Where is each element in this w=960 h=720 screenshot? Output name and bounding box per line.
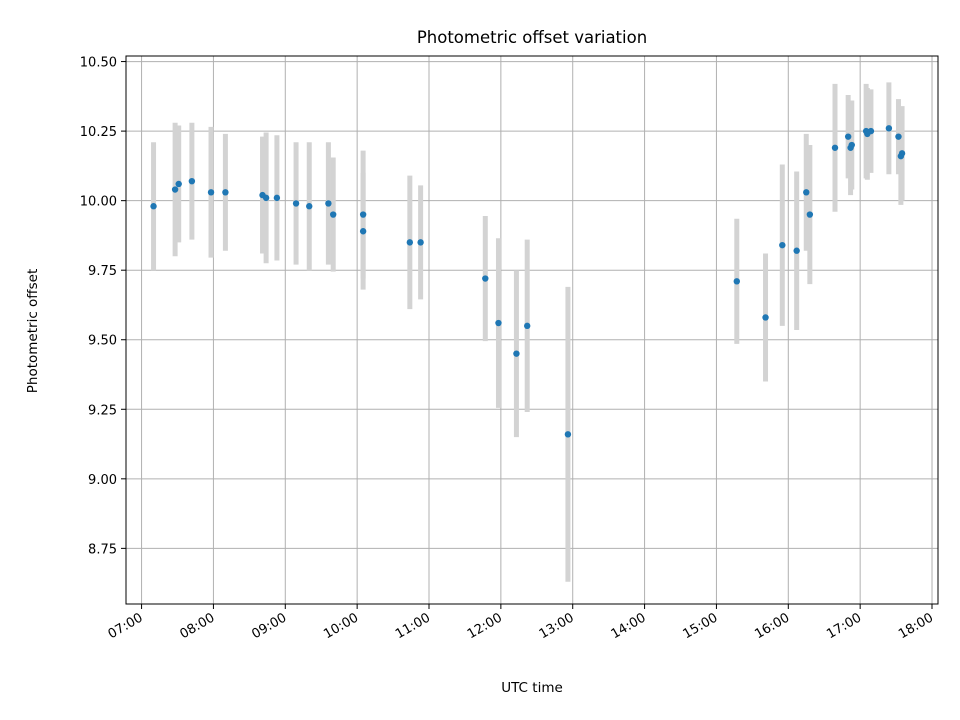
data-point [359, 211, 367, 218]
data-point [885, 125, 893, 132]
data-point [524, 322, 531, 330]
data-point [803, 189, 810, 196]
data-point [325, 200, 332, 207]
data-point [762, 314, 769, 321]
y-tick-label: 9.25 [88, 403, 117, 418]
data-point [406, 239, 414, 246]
data-point [733, 278, 740, 285]
data-point [848, 141, 855, 149]
data-point [495, 319, 502, 327]
data-point [564, 431, 572, 438]
data-point [898, 150, 906, 157]
data-point [417, 239, 424, 246]
data-point [262, 194, 270, 202]
data-point [806, 211, 814, 218]
data-point [222, 189, 229, 196]
y-tick-label: 9.75 [88, 264, 117, 279]
data-point [329, 211, 337, 218]
plot-frame [125, 55, 939, 605]
data-point [793, 247, 800, 254]
data-point [482, 275, 489, 282]
y-tick-label: 10.25 [80, 125, 117, 140]
data-point [895, 133, 902, 140]
data-point [273, 194, 281, 202]
chart-title: Photometric offset variation [417, 28, 647, 47]
data-point [306, 203, 313, 210]
y-axis-ticks: 8.75 9.00 9.25 9.50 9.75 10.00 10.25 10.50 [80, 56, 126, 557]
data-point [779, 241, 786, 249]
y-tick-label: 8.75 [88, 542, 117, 557]
data-point [844, 133, 852, 140]
x-axis-label: UTC time [501, 680, 563, 696]
y-axis-label: Photometric offset [25, 269, 41, 393]
y-tick-label: 9.50 [88, 334, 117, 349]
y-tick-label: 10.00 [80, 195, 117, 210]
data-point [292, 200, 300, 207]
data-point [207, 189, 215, 196]
data-point [175, 180, 182, 188]
grid [126, 56, 938, 604]
data-point [867, 127, 875, 135]
data-point [831, 144, 839, 151]
data-point [150, 203, 157, 210]
data-point [359, 228, 367, 235]
data-point [171, 186, 179, 193]
y-tick-label: 10.50 [80, 56, 117, 71]
data-points [150, 125, 906, 438]
data-point [513, 350, 520, 357]
y-tick-label: 9.00 [88, 473, 117, 488]
data-point [188, 177, 196, 185]
